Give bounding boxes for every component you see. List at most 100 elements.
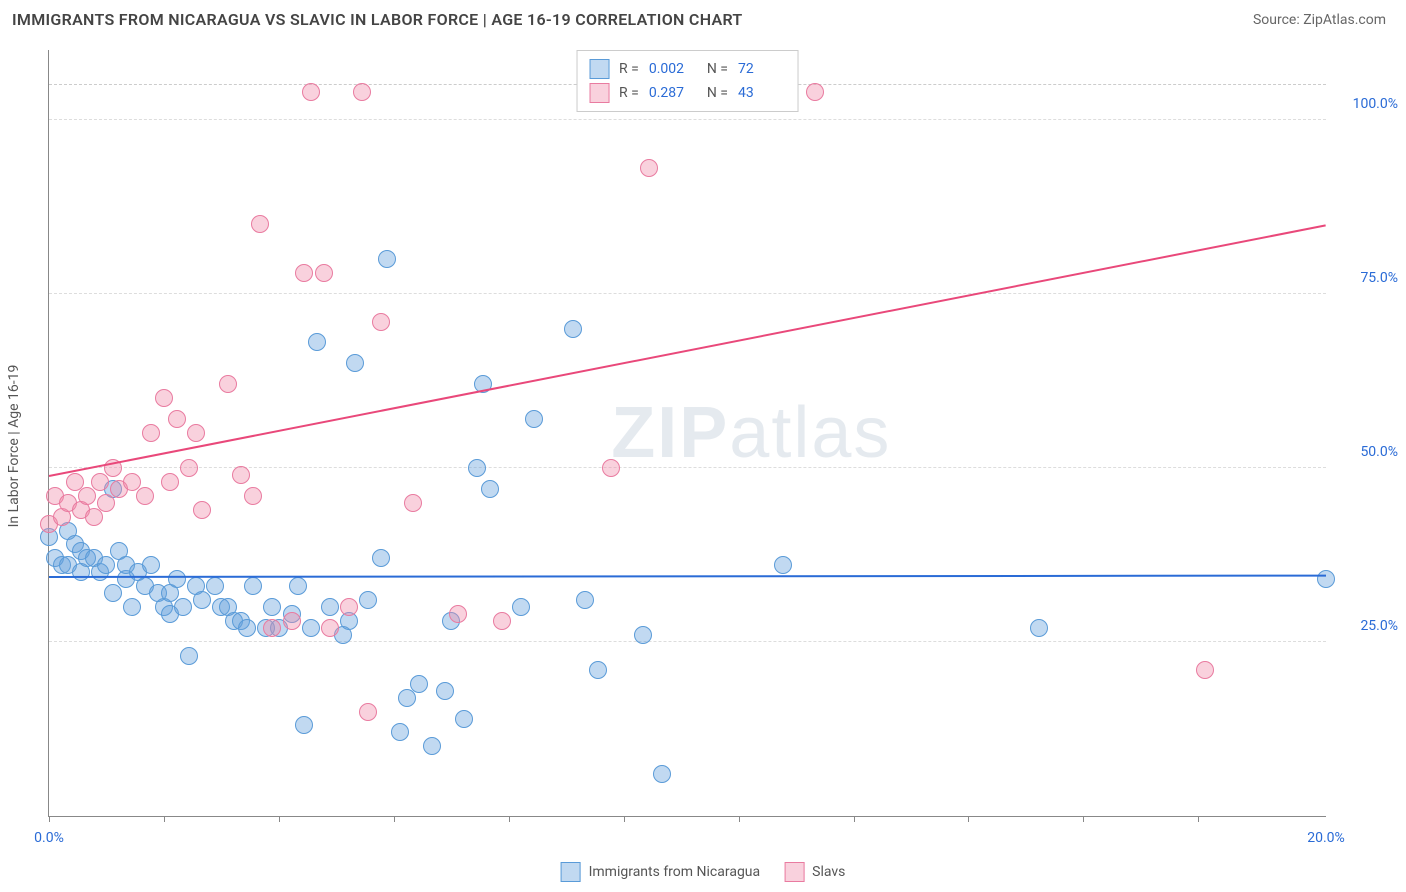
data-point-nicaragua [410,675,428,693]
data-point-nicaragua [774,556,792,574]
legend-r-label: R = [619,61,639,77]
data-point-nicaragua [238,619,256,637]
legend-n-value: 43 [738,85,786,101]
x-tick [279,816,280,822]
data-point-nicaragua [346,354,364,372]
gridline [49,119,1326,120]
data-point-slavs [372,313,390,331]
data-point-slavs [136,487,154,505]
legend-series-label: Slavs [812,864,845,880]
x-tick-label: 0.0% [34,830,64,846]
data-point-slavs [91,473,109,491]
legend-r-label: R = [619,85,639,101]
data-point-slavs [602,459,620,477]
data-point-slavs [449,605,467,623]
watermark-rest: atlas [729,393,891,473]
data-point-slavs [353,83,371,101]
data-point-nicaragua [97,556,115,574]
data-point-nicaragua [168,570,186,588]
data-point-nicaragua [193,591,211,609]
data-point-nicaragua [295,716,313,734]
data-point-nicaragua [455,710,473,728]
data-point-nicaragua [512,598,530,616]
data-point-nicaragua [244,577,262,595]
data-point-nicaragua [174,598,192,616]
x-tick-label: 20.0% [1307,830,1345,846]
data-point-slavs [1196,661,1214,679]
watermark: ZIPatlas [611,392,891,474]
legend-series-label: Immigrants from Nicaragua [589,864,761,880]
data-point-nicaragua [104,584,122,602]
x-tick [49,816,50,822]
data-point-nicaragua [589,661,607,679]
data-point-nicaragua [308,333,326,351]
data-point-slavs [161,473,179,491]
data-point-slavs [404,494,422,512]
data-point-nicaragua [634,626,652,644]
data-point-nicaragua [564,320,582,338]
data-point-slavs [321,619,339,637]
data-point-nicaragua [302,619,320,637]
data-point-slavs [78,487,96,505]
data-point-nicaragua [359,591,377,609]
data-point-slavs [493,612,511,630]
y-tick-label: 50.0% [1333,444,1398,460]
legend-swatch [589,83,609,103]
y-axis-label: In Labor Force | Age 16-19 [6,365,22,528]
data-point-nicaragua [481,480,499,498]
source-name: ZipAtlas.com [1303,12,1386,28]
legend-series: Immigrants from Nicaragua Slavs [561,862,846,882]
trend-line-slavs [49,224,1326,477]
watermark-bold: ZIP [611,393,729,473]
legend-n-label: N = [707,61,728,77]
x-tick [394,816,395,822]
data-point-nicaragua [206,577,224,595]
data-point-nicaragua [142,556,160,574]
x-tick [854,816,855,822]
data-point-slavs [806,83,824,101]
data-point-slavs [315,264,333,282]
chart-source: Source: ZipAtlas.com [1253,12,1386,28]
data-point-slavs [168,410,186,428]
data-point-slavs [232,466,250,484]
source-prefix: Source: [1253,12,1303,28]
data-point-nicaragua [391,723,409,741]
data-point-nicaragua [123,598,141,616]
legend-r-value: 0.287 [649,85,697,101]
data-point-slavs [263,619,281,637]
data-point-slavs [187,424,205,442]
scatter-chart: ZIPatlas R =0.002N =72R =0.287N =43 25.0… [48,50,1326,817]
data-point-slavs [193,501,211,519]
data-point-slavs [142,424,160,442]
trend-line-nicaragua [49,574,1326,577]
legend-series-item: Slavs [784,862,845,882]
data-point-nicaragua [321,598,339,616]
y-tick-label: 75.0% [1333,270,1398,286]
data-point-nicaragua [423,737,441,755]
legend-swatch [589,59,609,79]
data-point-slavs [251,215,269,233]
data-point-nicaragua [372,549,390,567]
x-tick [739,816,740,822]
data-point-nicaragua [436,682,454,700]
data-point-nicaragua [576,591,594,609]
y-tick-label: 100.0% [1333,96,1398,112]
data-point-slavs [640,159,658,177]
legend-n-value: 72 [738,61,786,77]
data-point-slavs [244,487,262,505]
legend-r-value: 0.002 [649,61,697,77]
legend-stats: R =0.002N =72R =0.287N =43 [576,50,799,112]
data-point-slavs [295,264,313,282]
legend-series-item: Immigrants from Nicaragua [561,862,761,882]
data-point-nicaragua [398,689,416,707]
data-point-slavs [283,612,301,630]
x-tick [1198,816,1199,822]
x-tick [968,816,969,822]
legend-stats-row: R =0.287N =43 [589,81,786,105]
data-point-nicaragua [289,577,307,595]
data-point-nicaragua [378,250,396,268]
data-point-slavs [340,598,358,616]
y-tick-label: 25.0% [1333,618,1398,634]
legend-swatch [784,862,804,882]
chart-title: IMMIGRANTS FROM NICARAGUA VS SLAVIC IN L… [12,10,743,29]
